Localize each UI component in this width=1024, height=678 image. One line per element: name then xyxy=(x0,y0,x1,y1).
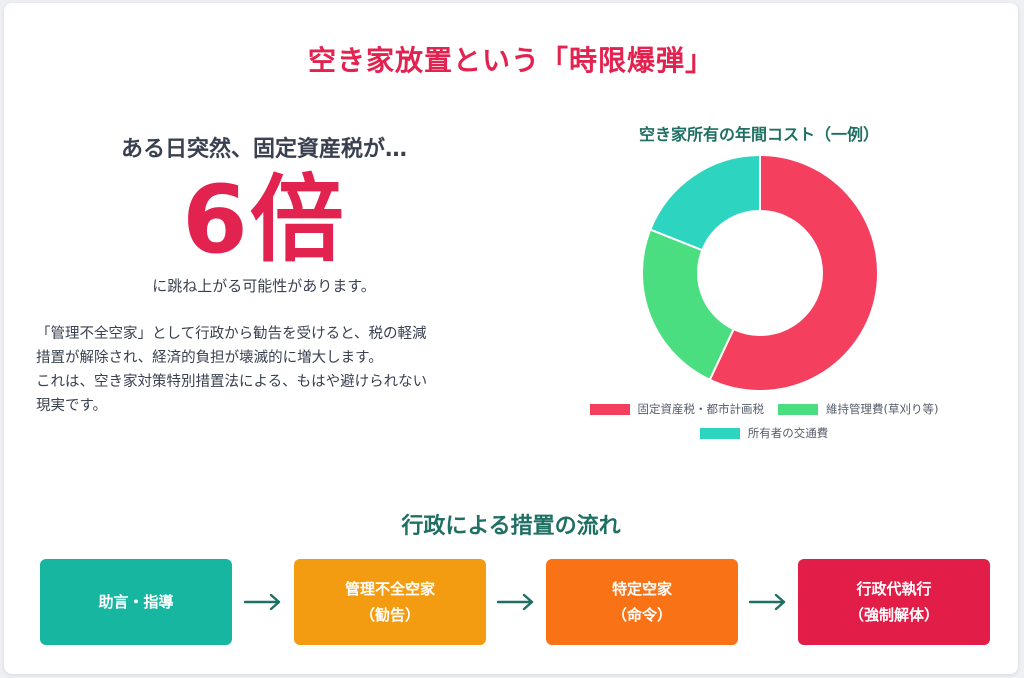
step-order[interactable]: 特定空家 （命令） xyxy=(546,559,738,645)
step-sub: （強制解体） xyxy=(848,606,939,624)
tax-multiplier: 6倍 xyxy=(182,166,346,275)
legend-label: 維持管理費(草刈り等) xyxy=(826,402,939,416)
measures-flow: 助言・指導 管理不全空家 （勧告） 特定空家 （命令） 行政代執行 （強制解体） xyxy=(40,559,992,645)
description-line: これは、空き家対策特別措置法による、もはや避けられない xyxy=(36,374,428,390)
step-recommendation[interactable]: 管理不全空家 （勧告） xyxy=(294,559,486,645)
slice-property-tax[interactable] xyxy=(708,153,879,392)
slice-maintenance[interactable] xyxy=(641,228,735,382)
step-label: 特定空家 xyxy=(611,580,672,598)
legend-item-maintenance[interactable]: 維持管理費(草刈り等) xyxy=(778,401,938,417)
legend-item-travel[interactable]: 所有者の交通費 xyxy=(699,425,829,441)
description: 「管理不全空家」として行政から勧告を受けると、税の軽減 措置が解除され、経済的負… xyxy=(34,322,494,418)
headline-sub: に跳ね上がる可能性があります。 xyxy=(152,277,376,295)
flow-title: 行政による措置の流れ xyxy=(401,514,621,539)
arrow-right-icon xyxy=(240,587,286,617)
page-title: 空き家放置という「時限爆弾」 xyxy=(307,44,714,77)
slice-travel[interactable] xyxy=(648,153,761,252)
description-line: 「管理不全空家」として行政から勧告を受けると、税の軽減 xyxy=(36,326,427,342)
step-label: 行政代執行 xyxy=(856,580,932,598)
legend-swatch xyxy=(699,427,740,439)
legend-swatch xyxy=(778,403,818,415)
step-advice[interactable]: 助言・指導 xyxy=(40,559,232,645)
step-sub: （勧告） xyxy=(359,606,420,624)
step-execution[interactable]: 行政代執行 （強制解体） xyxy=(798,559,990,645)
description-line: 現実です。 xyxy=(36,398,108,414)
step-label: 助言・指導 xyxy=(98,593,174,611)
legend-item-property-tax[interactable]: 固定資産税・都市計画税 xyxy=(589,401,765,417)
chart-legend: 固定資産税・都市計画税 維持管理費(草刈り等) 所有者の交通費 xyxy=(564,401,964,441)
headline-lead: ある日突然、固定資産税が… xyxy=(120,137,407,162)
legend-label: 固定資産税・都市計画税 xyxy=(637,402,765,416)
step-sub: （命令） xyxy=(611,606,672,624)
legend-swatch xyxy=(589,403,630,415)
chart-title: 空き家所有の年間コスト（一例） xyxy=(638,125,879,144)
annual-cost-donut-chart xyxy=(641,153,879,392)
infographic-card: 空き家放置という「時限爆弾」 ある日突然、固定資産税が… 6倍 に跳ね上がる可能… xyxy=(4,3,1018,674)
tax-warning-section: ある日突然、固定資産税が… 6倍 に跳ね上がる可能性があります。 「管理不全空家… xyxy=(34,123,494,418)
legend-label: 所有者の交通費 xyxy=(747,426,829,440)
step-label: 管理不全空家 xyxy=(344,580,435,598)
arrow-right-icon xyxy=(493,587,539,617)
description-line: 措置が解除され、経済的負担が壊滅的に増大します。 xyxy=(36,350,383,366)
arrow-right-icon xyxy=(745,587,791,617)
